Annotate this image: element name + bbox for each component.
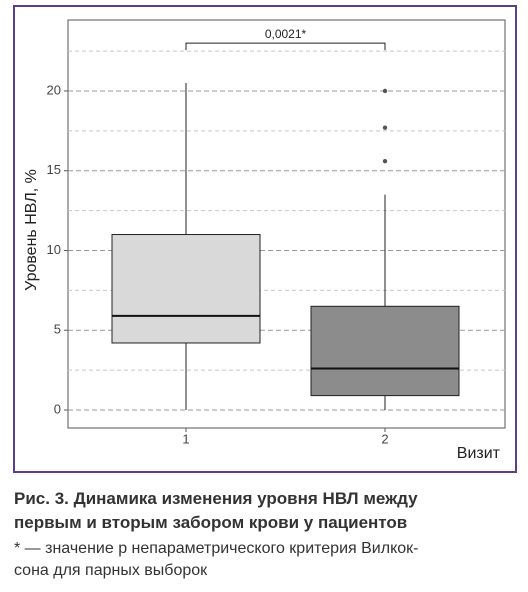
caption-title: Рис. 3. Динамика изменения уровня НВЛ ме…	[14, 489, 418, 508]
frame	[13, 5, 517, 473]
y-axis-label: Уровень НВЛ, %	[23, 169, 40, 291]
x-tick-label: 2	[381, 431, 388, 446]
x-axis-label: Визит	[457, 445, 501, 462]
caption-title: первым и вторым забором крови у пациенто…	[14, 513, 407, 532]
outlier	[382, 125, 388, 130]
outlier	[382, 158, 388, 164]
y-tick-label: 15	[47, 162, 61, 177]
y-tick-label: 20	[47, 82, 61, 97]
y-tick-label: 10	[47, 242, 61, 257]
box	[310, 305, 460, 397]
box	[111, 234, 261, 344]
caption-note: * — значение p непараметрического критер…	[14, 540, 418, 557]
outlier	[382, 88, 388, 94]
y-tick-label: 5	[54, 322, 61, 337]
caption-note: сона для парных выборок	[14, 562, 208, 579]
significance-bracket	[185, 42, 386, 51]
significance-label: 0,0021*	[265, 27, 307, 41]
x-tick-label: 1	[182, 431, 189, 446]
y-tick-label: 0	[54, 401, 61, 416]
